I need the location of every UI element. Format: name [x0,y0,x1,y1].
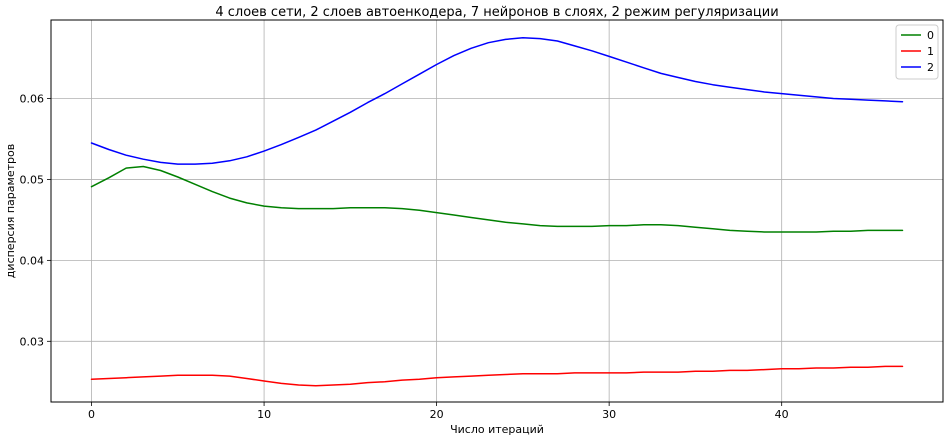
y-tick-label: 0.03 [20,335,45,348]
plot-frame [50,19,944,403]
series-line-0 [90,165,904,233]
legend: 0 1 2 [895,24,939,80]
y-tick-label: 0.05 [20,173,45,186]
y-axis-ticks: 0.03 0.04 0.05 0.06 [20,93,51,348]
y-axis-label: дисперсия параметров [4,144,17,278]
chart-title: 4 слоев сети, 2 слоев автоенкодера, 7 не… [215,5,778,20]
legend-label: 1 [927,45,934,58]
x-tick-label: 30 [602,408,616,421]
x-axis-label: Число итераций [450,423,544,436]
legend-frame [895,24,939,80]
x-axis-ticks: 0 10 20 30 40 [88,402,789,421]
series-line-1 [90,365,904,387]
x-tick-label: 20 [430,408,444,421]
grid-lines [51,20,943,402]
x-tick-label: 10 [257,408,271,421]
series-line-2 [90,37,904,165]
legend-label: 0 [927,29,934,42]
y-tick-label: 0.06 [20,93,45,106]
y-tick-label: 0.04 [20,254,45,267]
x-tick-label: 0 [88,408,95,421]
series-lines [90,37,904,387]
legend-label: 2 [927,61,934,74]
x-tick-label: 40 [775,408,789,421]
